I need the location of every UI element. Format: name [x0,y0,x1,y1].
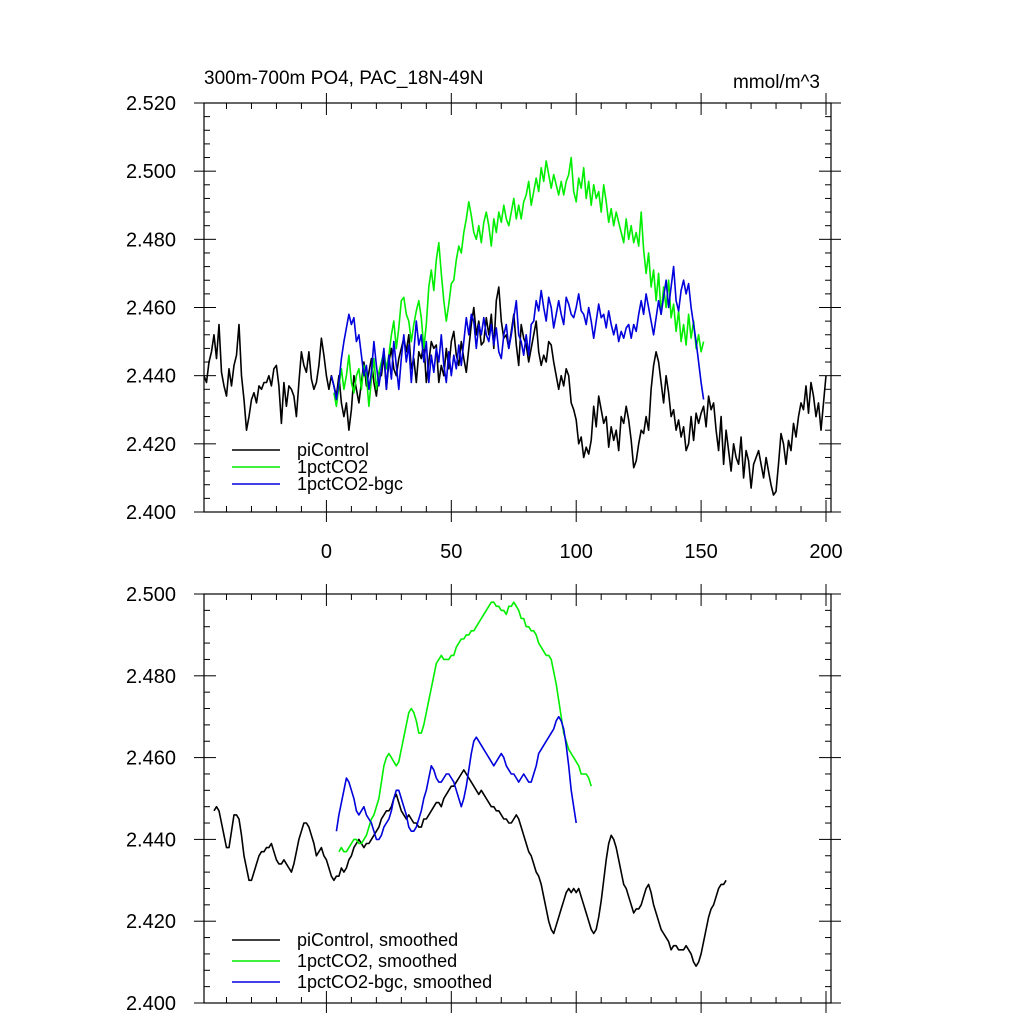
top-panel: 300m-700m PO4, PAC_18N-49N mmol/m^3 0 50 1… [126,68,843,563]
bottom-y-tick-label: 2.500 [126,584,176,606]
top-series-line [330,265,705,401]
bottom-y-tick-label: 2.480 [126,666,176,688]
bottom-plot-frame [203,593,832,1004]
top-x-tick-label: 50 [440,541,462,563]
bottom-legend-label: piControl, smoothed [297,930,458,950]
bottom-plot-area: 2.400 2.420 2.440 2.460 2.480 2.500 piControl,… [126,584,841,1015]
top-y-tick-label: 2.400 [126,502,176,524]
bottom-legend-label: 1pctCO2-bgc, smoothed [297,972,492,992]
top-x-tick-label: 200 [809,541,842,563]
bottom-legend-label: 1pctCO2, smoothed [297,951,457,971]
top-y-tick-label: 2.500 [126,161,176,183]
top-y-tick-label: 2.440 [126,366,176,388]
top-x-tick-label: 0 [321,541,332,563]
top-series-line [203,286,827,496]
top-y-tick-label: 2.460 [126,298,176,320]
bottom-series-line [213,769,727,968]
bottom-panel: 2.400 2.420 2.440 2.460 2.480 2.500 piControl,… [126,584,841,1015]
bottom-series-line [335,715,577,841]
top-legend-label: 1pctCO2-bgc [297,474,403,494]
top-plot-area: 0 50 100 150 200 2.400 2.420 2.440 2.460 2.480 2.5… [126,93,843,563]
bottom-y-tick-label: 2.460 [126,748,176,770]
bottom-y-tick-label: 2.400 [126,993,176,1015]
top-y-tick-label: 2.420 [126,434,176,456]
bottom-y-tick-label: 2.420 [126,911,176,933]
top-y-tick-label: 2.480 [126,229,176,251]
top-legend-label: piControl [297,440,369,460]
bottom-series-line [338,601,592,853]
top-x-tick-label: 150 [684,541,717,563]
top-panel-units: mmol/m^3 [733,72,820,93]
bottom-y-tick-label: 2.440 [126,829,176,851]
top-y-tick-label: 2.520 [126,93,176,115]
top-x-tick-label: 100 [560,541,593,563]
top-series-line [333,156,705,408]
top-panel-title: 300m-700m PO4, PAC_18N-49N [204,68,484,89]
top-legend-label: 1pctCO2 [297,457,368,477]
